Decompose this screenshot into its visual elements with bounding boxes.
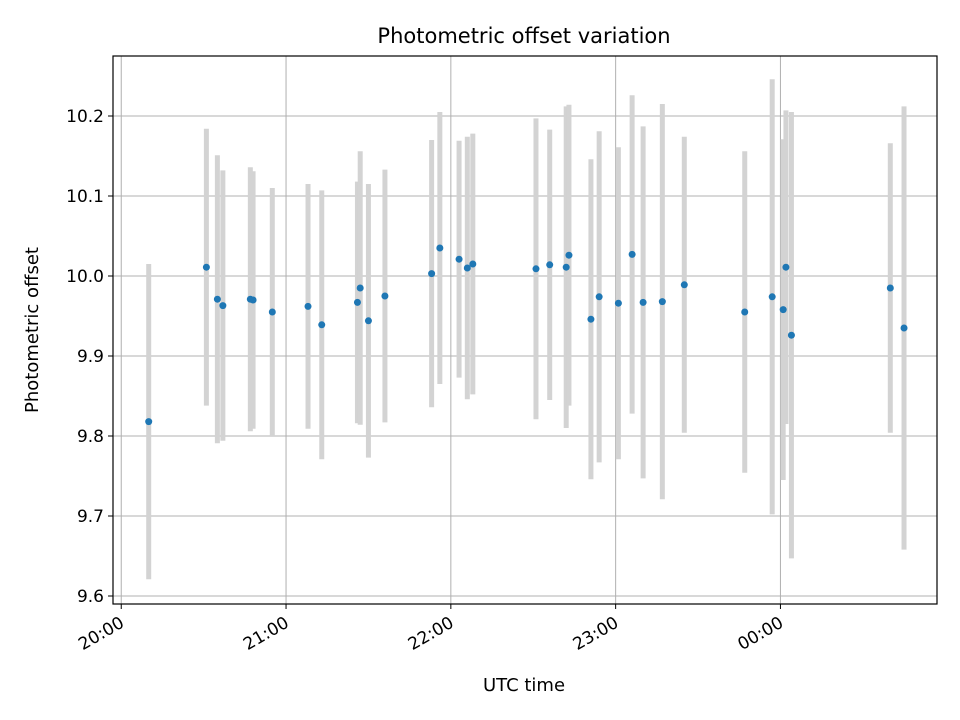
data-point (658, 298, 666, 306)
data-point (436, 244, 444, 252)
data-point (614, 299, 622, 307)
data-point (779, 306, 787, 314)
data-point (304, 302, 312, 310)
data-point (469, 260, 477, 268)
y-tick-label: 9.6 (77, 587, 104, 607)
data-point (562, 263, 570, 271)
data-point (565, 251, 573, 259)
data-point (680, 281, 688, 289)
data-point (587, 315, 595, 323)
data-point (353, 298, 361, 306)
data-point (595, 293, 603, 301)
data-point (219, 302, 227, 310)
y-tick-label: 9.7 (77, 507, 104, 527)
data-point (639, 298, 647, 306)
data-point (532, 265, 540, 273)
data-point (249, 296, 257, 304)
data-point (741, 308, 749, 316)
data-point (202, 263, 210, 271)
data-point (886, 284, 894, 292)
data-point (213, 295, 221, 303)
data-point (900, 324, 908, 332)
data-point (787, 331, 795, 339)
data-point (546, 261, 554, 269)
y-axis-label: Photometric offset (22, 247, 43, 413)
data-point (381, 292, 389, 300)
data-point (768, 293, 776, 301)
data-point (145, 418, 153, 426)
y-axis-ticks: 9.6 9.7 9.8 9.9 10.0 10.1 10.2 (66, 107, 113, 607)
y-tick-label: 10.0 (66, 267, 104, 287)
data-points (145, 244, 908, 426)
data-point (268, 308, 276, 316)
data-point (628, 250, 636, 258)
y-tick-label: 9.9 (77, 347, 104, 367)
y-tick-label: 10.2 (66, 107, 104, 127)
data-point (356, 284, 364, 292)
data-point (364, 317, 372, 325)
y-tick-label: 9.8 (77, 427, 104, 447)
chart-title: Photometric offset variation (377, 24, 670, 48)
x-axis-label: UTC time (483, 675, 565, 696)
data-point (318, 321, 326, 329)
y-tick-label: 10.1 (66, 187, 104, 207)
plot-frame (112, 55, 938, 605)
data-point (463, 264, 471, 272)
data-point (428, 270, 436, 278)
data-point (782, 263, 790, 271)
data-point (455, 255, 463, 263)
